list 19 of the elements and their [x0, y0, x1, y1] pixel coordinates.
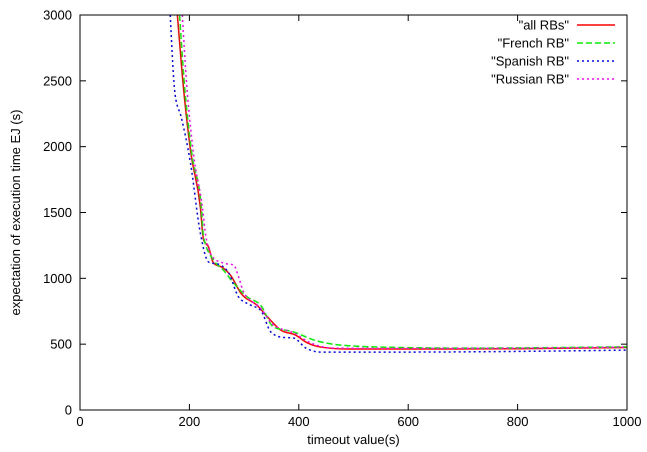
x-tick-label: 400 [288, 414, 310, 429]
x-tick-label: 0 [76, 414, 84, 429]
legend-label: "Spanish RB" [491, 54, 570, 68]
legend-label: "Russian RB" [491, 72, 570, 86]
y-tick-label: 0 [64, 402, 72, 418]
y-tick-label: 2000 [43, 139, 72, 154]
y-tick-label: 2500 [43, 73, 72, 88]
legend-label: "French RB" [498, 36, 570, 50]
x-axis-title: timeout value(s) [307, 432, 400, 447]
x-tick-label: 1000 [612, 414, 642, 429]
y-tick-label: 1500 [43, 205, 72, 220]
y-tick-label: 3000 [43, 8, 72, 22]
y-axis-title: expectation of execution time EJ (s) [8, 110, 23, 316]
x-tick-label: 800 [506, 414, 528, 429]
legend-label: "all RBs" [518, 18, 570, 32]
x-tick-label: 600 [397, 414, 420, 429]
y-tick-label: 1000 [43, 270, 72, 286]
x-tick-label: 200 [178, 414, 200, 429]
y-tick-label: 500 [50, 336, 72, 352]
